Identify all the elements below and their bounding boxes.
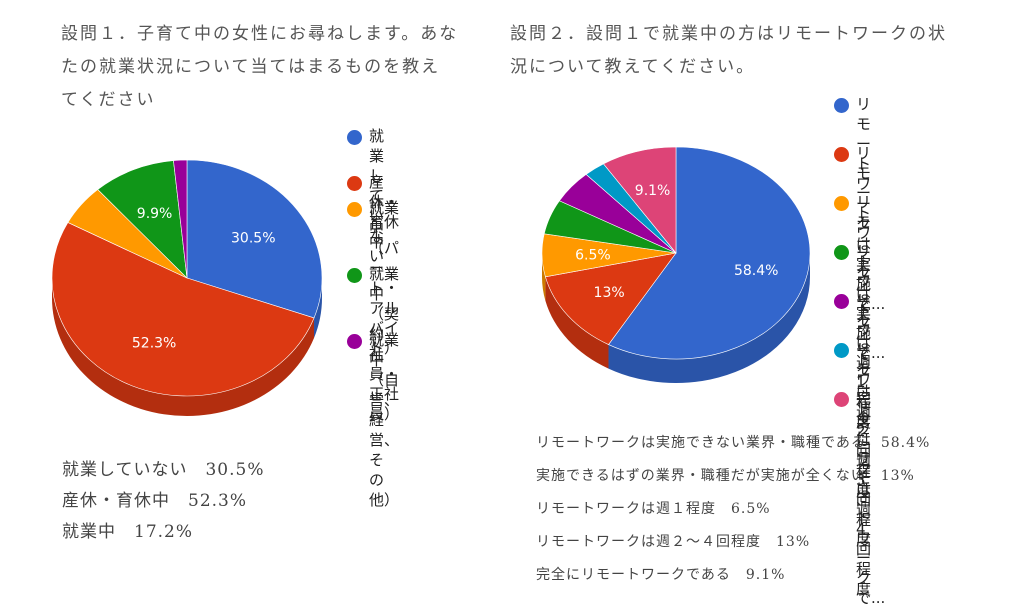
legend-swatch: [834, 245, 849, 260]
pie-slice: [603, 146, 677, 254]
legend-swatch: [834, 343, 849, 358]
summary-line: リモートワークは週１程度 6.5%: [536, 501, 771, 517]
legend-swatch: [834, 98, 849, 113]
summary-line: リモートワークは実施できない業界・職種である 58.4%: [536, 435, 931, 451]
question-1-title-line: てください: [61, 90, 156, 110]
legend-swatch: [834, 147, 849, 162]
legend-label: 就業中（パー ト・アルバイ ト）: [369, 199, 400, 357]
summary-line: リモートワークは週２〜４回程度 13%: [536, 534, 811, 550]
summary-line: 産休・育休中 52.3%: [62, 491, 248, 511]
legend-label: リモートワー クは週2回程度: [856, 242, 872, 500]
legend-label: リモートワー クは実施で...: [856, 144, 886, 362]
pie-slice-label: 6.5%: [575, 247, 611, 263]
legend-label: リモートワー クは週1程度: [856, 193, 872, 431]
legend-swatch: [347, 176, 362, 191]
question-2-title: 設問２．設問１で就業中の方はリモートワークの状 況について教えてください。: [510, 18, 980, 84]
pie-slice-side: [52, 278, 315, 416]
question-1-title-line: たの就業状況について当てはまるものを教え: [61, 57, 441, 77]
legend-label: 産休・育休中: [369, 173, 400, 251]
question-2-title-line: 況について教えてください。: [510, 57, 756, 77]
pie-slice-side: [545, 276, 609, 369]
pie-slice: [173, 159, 188, 279]
summary-line: 実施できるはずの業界・職種だが実施が全くない 13%: [536, 468, 915, 484]
legend-swatch: [347, 130, 362, 145]
pie-chart-remote-work: 58.4% 13% 6.5% 9.1%: [541, 146, 811, 384]
pie-slice: [97, 160, 188, 279]
question-2-title-line: 設問２．設問１で就業中の方はリモートワークの状: [510, 24, 947, 44]
pie-slice: [608, 146, 811, 360]
legend-swatch: [834, 196, 849, 211]
legend-label: 就業中（自 営、経営、そ の他）: [369, 331, 400, 509]
legend-swatch: [347, 202, 362, 217]
legend-label: 就業中（契約 社員・正社 員）: [369, 265, 400, 423]
legend-label: リモートワー クは週4回程度: [856, 340, 872, 598]
pie-slice-label: 13%: [594, 285, 625, 301]
pie-slice-label: 58.4%: [734, 263, 778, 279]
legend-label: 完全にリモー トワークで...: [856, 389, 886, 607]
question-1-title-line: 設問１．子育て中の女性にお尋ねします。あな: [61, 24, 459, 44]
pie-chart-employment-status: 30.5% 52.3% 9.9%: [51, 159, 323, 416]
legend-label: 就業していな い: [369, 127, 385, 265]
legend-label: リモートワー クは実施で...: [856, 95, 886, 313]
pie-slice: [545, 252, 677, 345]
summary-line: 就業していない 30.5%: [62, 460, 265, 480]
pie-slice: [186, 159, 323, 319]
legend-label: リモートワー クは週3回程度: [856, 291, 872, 549]
chart-2-legend: リモートワー クは実施で... リモートワー クは実施で... リモートワー クは週…: [834, 94, 1004, 607]
pie-slice-side: [314, 278, 322, 338]
legend-swatch: [834, 392, 849, 407]
pie-slice-side: [608, 253, 810, 384]
pie-slice: [51, 222, 315, 397]
summary-line: 就業中 17.2%: [62, 522, 194, 542]
pie-slice-label: 52.3%: [132, 336, 176, 352]
pie-slice-label: 9.1%: [635, 183, 671, 199]
pie-slice-label: 30.5%: [231, 230, 275, 246]
question-1-title: 設問１．子育て中の女性にお尋ねします。あな たの就業状況について当てはまるものを…: [61, 18, 481, 117]
legend-swatch: [347, 268, 362, 283]
legend-swatch: [834, 294, 849, 309]
pie-slice-label: 9.9%: [137, 206, 173, 222]
legend-swatch: [347, 334, 362, 349]
summary-line: 完全にリモートワークである 9.1%: [536, 567, 786, 583]
chart-1-legend: 就業していな い産休・育休中 就業中（パー ト・アルバイ ト） 就業中（契約 社員・…: [347, 126, 497, 509]
